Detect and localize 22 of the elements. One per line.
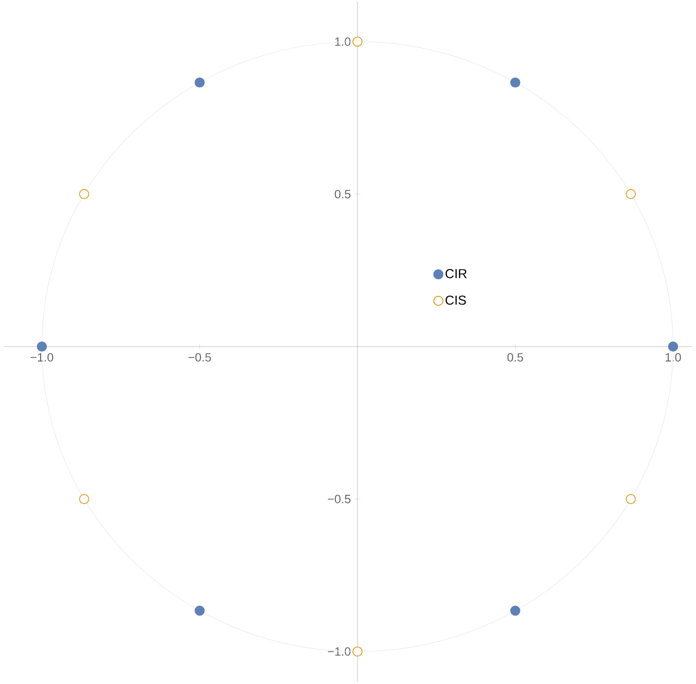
point xyxy=(352,36,363,47)
point xyxy=(36,342,47,352)
point xyxy=(668,342,678,352)
x-tick-label: 1.0 xyxy=(666,353,681,362)
point xyxy=(79,189,90,200)
point xyxy=(194,77,205,88)
point xyxy=(79,494,90,504)
y-tick-label: 0.5 xyxy=(334,190,350,198)
point xyxy=(510,606,520,616)
x-tick-label: −0.5 xyxy=(188,353,211,362)
point xyxy=(510,77,520,88)
y-tick-label: 1.0 xyxy=(335,37,350,46)
y-tick-label: −0.5 xyxy=(328,494,350,504)
point xyxy=(194,606,205,616)
x-tick-label: −1.0 xyxy=(30,353,54,362)
point xyxy=(626,494,636,504)
x-tick-label: 0.5 xyxy=(507,353,524,362)
point xyxy=(352,646,363,657)
legend-label: CIS xyxy=(446,296,466,305)
legend-label: CIR xyxy=(446,269,467,278)
point xyxy=(626,189,636,200)
y-tick-label: −1.0 xyxy=(328,647,350,656)
